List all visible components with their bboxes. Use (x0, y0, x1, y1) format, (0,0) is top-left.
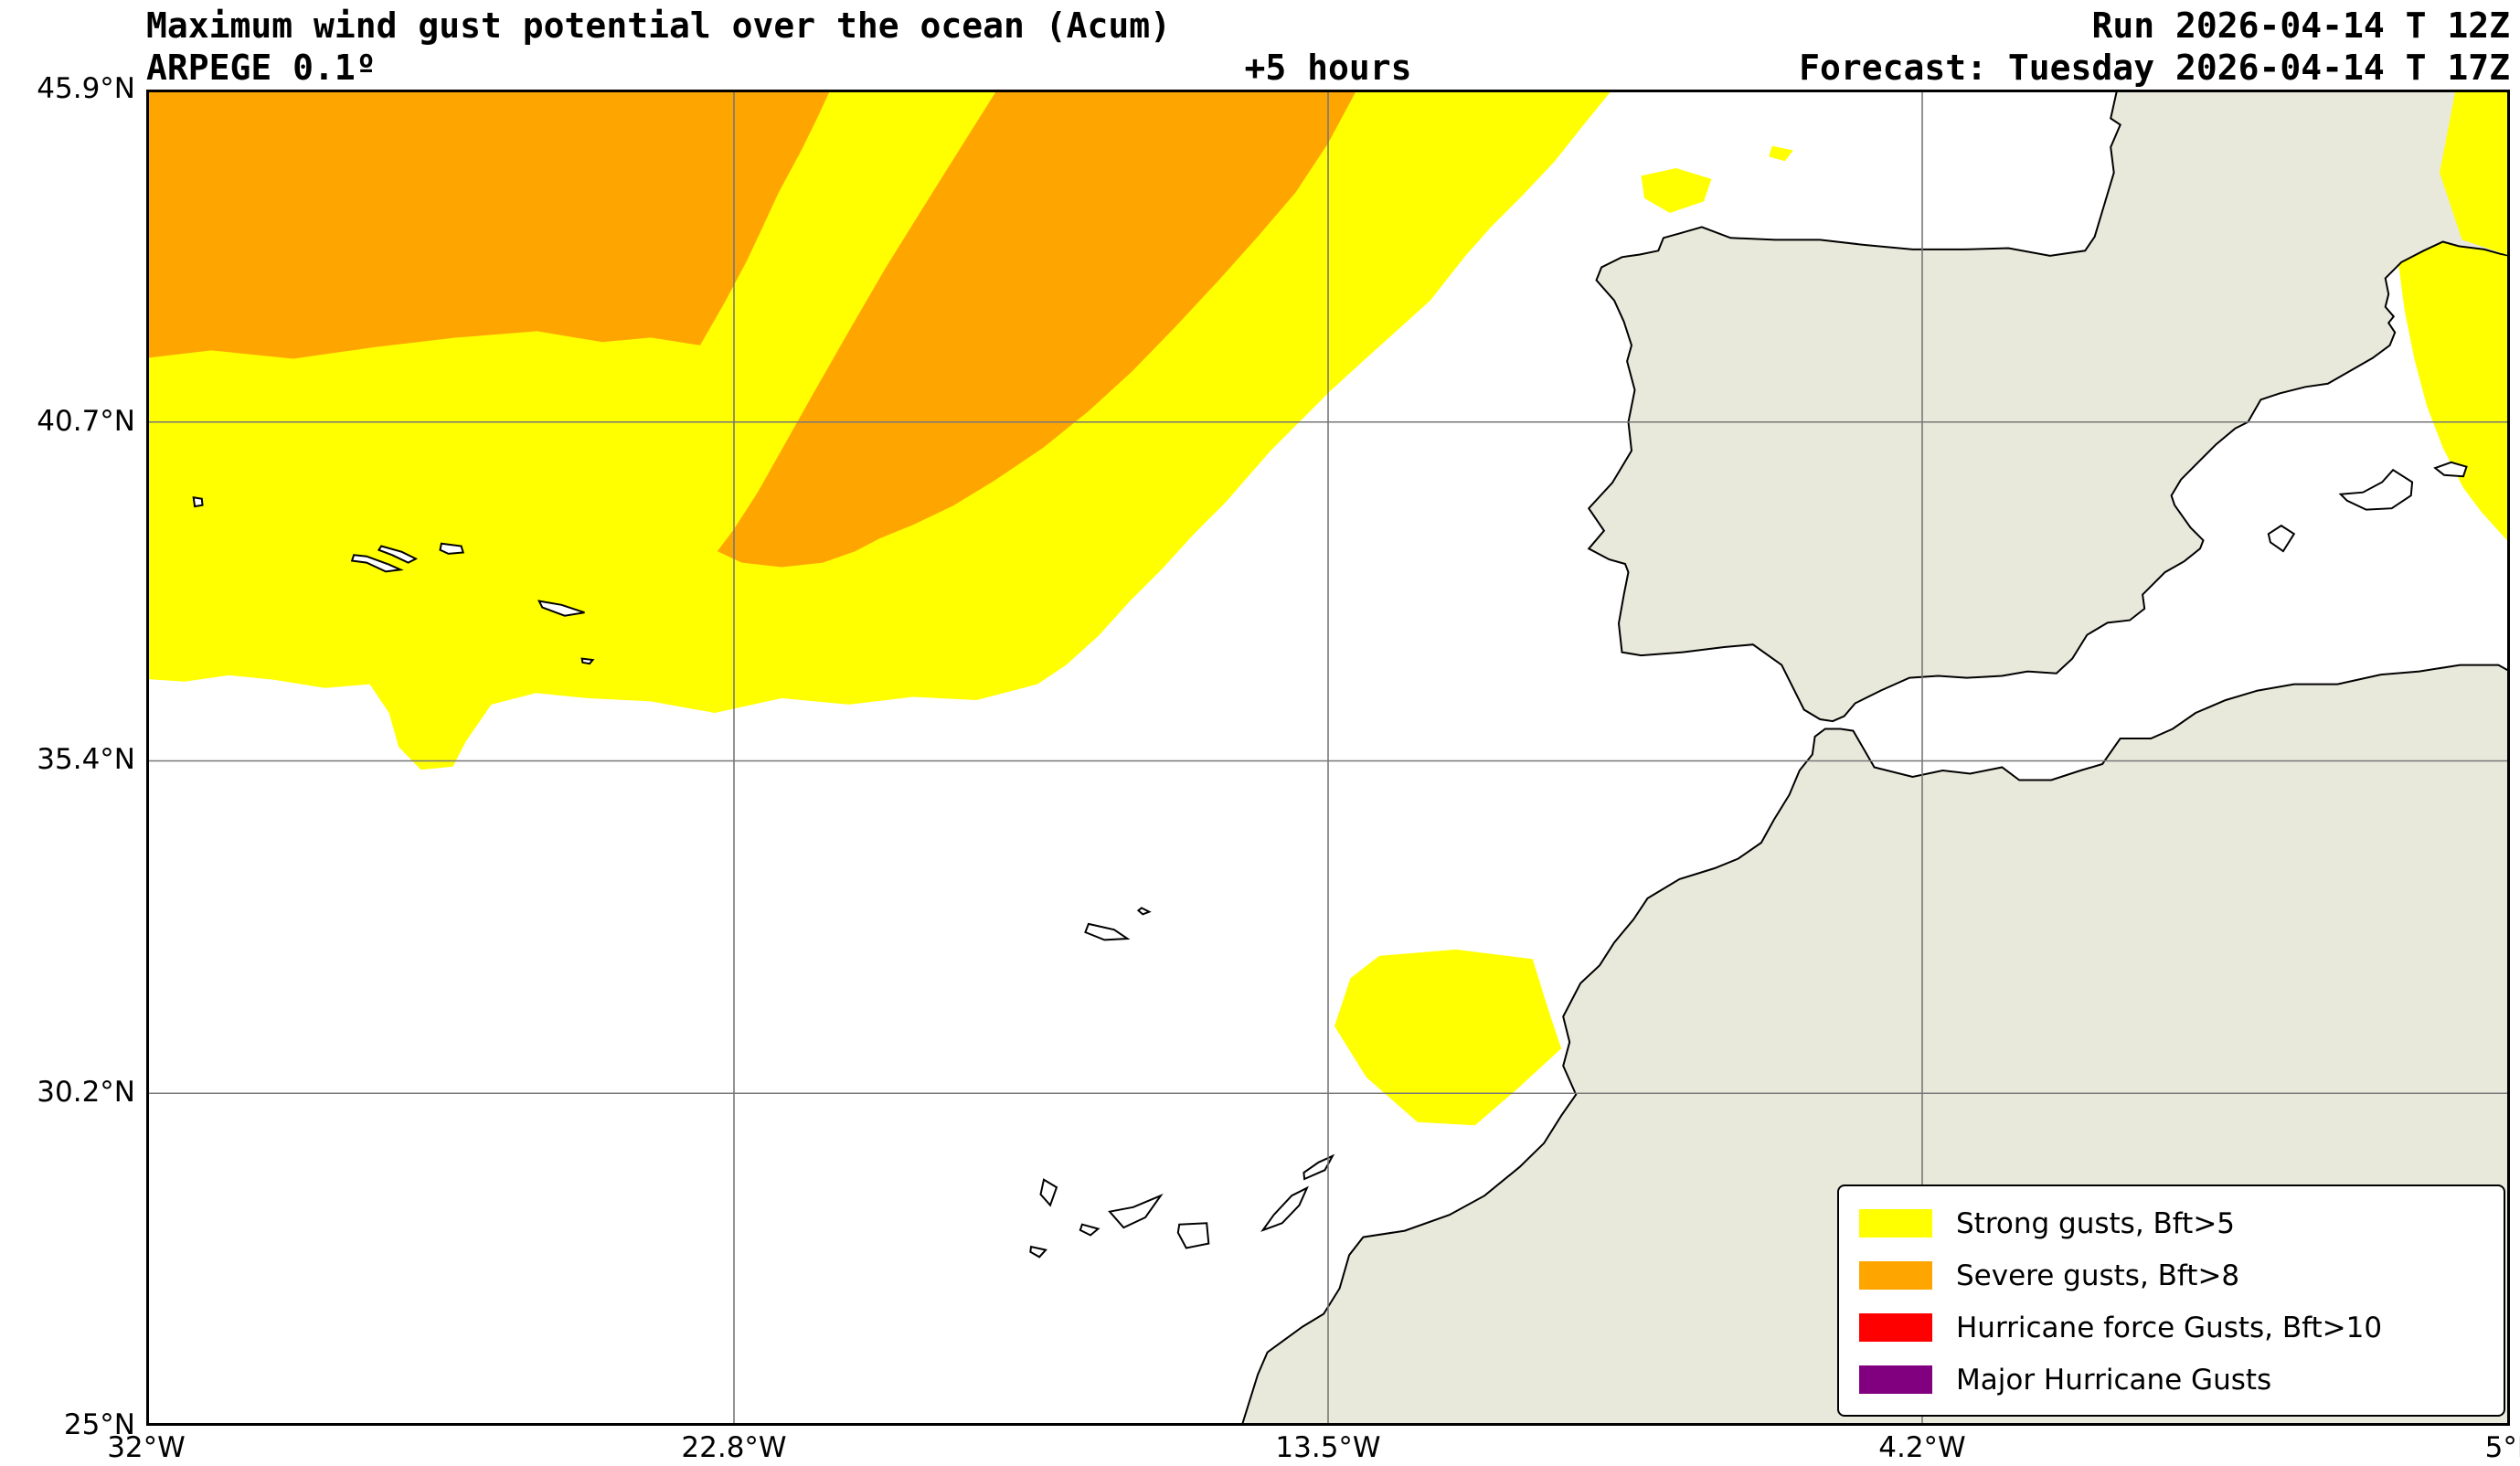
legend-label: Severe gusts, Bft>8 (1956, 1259, 2240, 1292)
legend-color-patch (1859, 1365, 1932, 1394)
island-sao-jorge (377, 545, 419, 564)
island-mallorca (2338, 468, 2414, 511)
x-tick-label: 32°W (107, 1431, 186, 1464)
legend-label: Strong gusts, Bft>5 (1956, 1206, 2236, 1240)
island-faial-pico (350, 554, 404, 573)
island-terceira (439, 542, 465, 555)
y-tick-label: 25°N (63, 1408, 135, 1441)
map-canvas (146, 90, 2510, 1426)
map-title: Maximum wind gust potential over the oce… (146, 5, 1172, 46)
land-iberia-france (1587, 90, 2510, 723)
island-menorca (2433, 461, 2468, 478)
strong-gusts-biscay (1641, 168, 1712, 213)
legend-color-patch (1859, 1313, 1932, 1342)
island-sao-miguel (537, 600, 585, 617)
map (146, 90, 2510, 1426)
strong-gusts-morocco-coast (1334, 949, 1562, 1126)
strong-gusts-rhone-corner (2440, 90, 2510, 256)
map-frame (146, 90, 2510, 1426)
y-tick-label: 40.7°N (37, 404, 135, 438)
y-tick-label: 45.9°N (37, 72, 135, 105)
legend-item: Hurricane force Gusts, Bft>10 (1859, 1302, 2504, 1354)
forecast-label: Forecast: Tuesday 2026-04-14 T 17Z (1799, 48, 2510, 88)
x-tick-label: 22.8°W (681, 1431, 787, 1464)
island-lanzarote (1303, 1153, 1335, 1181)
legend-color-patch (1859, 1261, 1932, 1290)
x-tick-label: 4.2°W (1878, 1431, 1966, 1464)
island-flores (192, 496, 204, 508)
island-fuerteventura (1260, 1185, 1309, 1232)
model-label: ARPEGE 0.1º (146, 48, 377, 88)
island-el-hierro (1029, 1245, 1048, 1259)
island-gran-canaria (1176, 1222, 1210, 1249)
severe-gusts-northwest (146, 90, 831, 359)
legend-label: Hurricane force Gusts, Bft>10 (1956, 1311, 2383, 1344)
legend: Strong gusts, Bft>5 Severe gusts, Bft>8 Hu… (1837, 1184, 2505, 1417)
island-porto-santo (1136, 907, 1152, 916)
x-tick-label: 13.5°W (1275, 1431, 1381, 1464)
y-tick-label: 30.2°N (37, 1076, 135, 1110)
island-santa-maria (580, 657, 595, 665)
legend-item: Strong gusts, Bft>5 (1859, 1198, 2504, 1249)
run-label: Run 2026-04-14 T 12Z (2091, 5, 2510, 46)
y-tick-label: 35.4°N (37, 743, 135, 777)
strong-gusts-biscay-small (1769, 145, 1793, 162)
lead-time-label: +5 hours (1244, 48, 1412, 88)
island-madeira (1084, 922, 1131, 941)
legend-item: Major Hurricane Gusts (1859, 1354, 2504, 1406)
island-ibiza (2267, 524, 2296, 553)
legend-label: Major Hurricane Gusts (1956, 1363, 2272, 1397)
x-tick-label: 5°E (2484, 1431, 2520, 1464)
island-la-gomera (1079, 1223, 1101, 1237)
island-tenerife (1108, 1193, 1164, 1229)
legend-color-patch (1859, 1209, 1932, 1238)
strong-gusts-gulf-of-lion (2395, 236, 2510, 544)
island-la-palma (1039, 1178, 1058, 1207)
severe-gusts-band (717, 90, 1357, 568)
legend-item: Severe gusts, Bft>8 (1859, 1250, 2504, 1301)
